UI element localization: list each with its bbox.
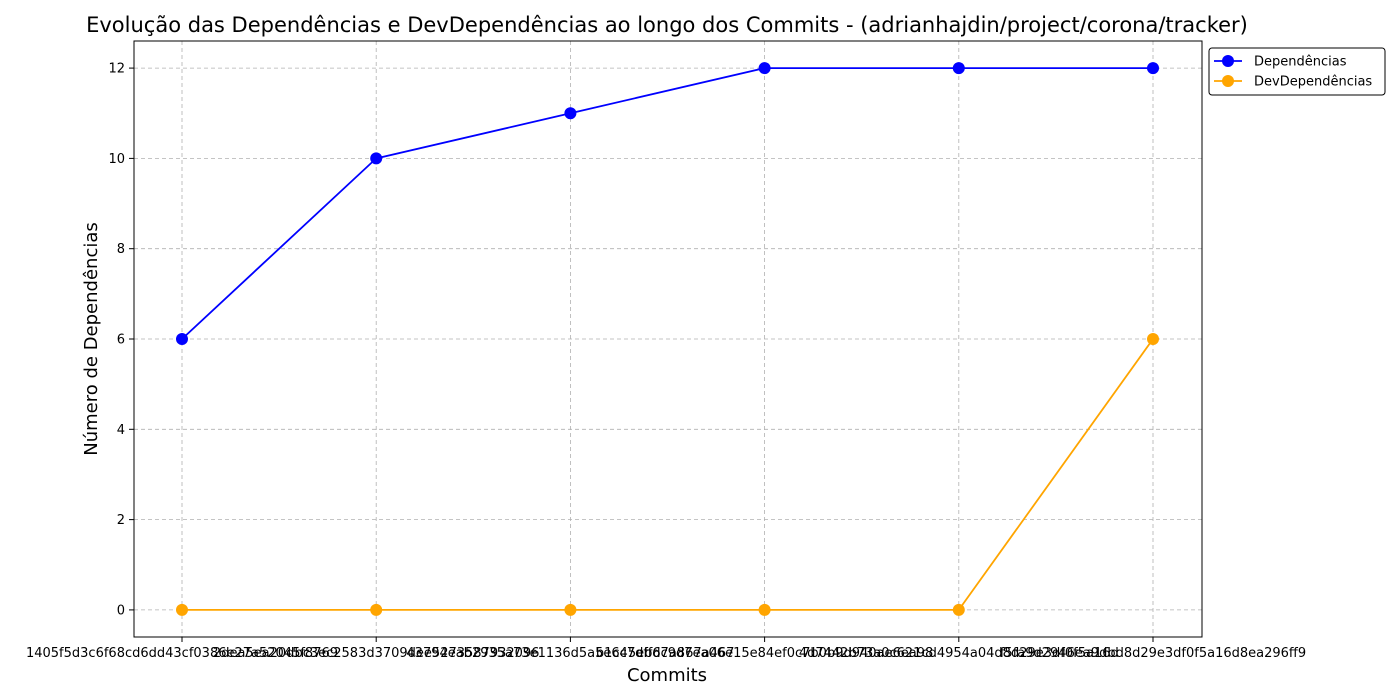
grid [134, 41, 1202, 637]
legend-marker-devdependencias [1222, 75, 1234, 87]
x-axis-label: Commits [627, 665, 707, 686]
x-tick-label: 43794eab2935a73e1136d5a5e6c7dffd7a867a46… [406, 646, 734, 661]
series-line-0 [181, 67, 1153, 340]
legend-label-devdependencias: DevDependências [1254, 75, 1372, 90]
y-tick-label: 0 [117, 603, 125, 618]
series-1-point [952, 603, 965, 616]
series-line-1 [182, 338, 1154, 611]
y-tick-label: 6 [117, 333, 125, 348]
series-1-point [564, 603, 577, 616]
legend-label-dependencias: Dependências [1254, 55, 1347, 70]
series-1-point [1147, 333, 1159, 345]
x-tick-label: 1405f5d3c6f68cd6dd43cf0386e27a52045f8769 [26, 646, 338, 661]
series-1-point [370, 603, 383, 616]
series-0-point [176, 333, 188, 345]
legend: Dependências DevDependências [1208, 47, 1386, 96]
legend-box [1208, 47, 1386, 96]
x-tick-label: 2dea5ea20dbc3ec2583d3709dee5273587932096 [213, 646, 540, 661]
y-axis-label: Número de Dependências [81, 222, 102, 456]
series-0-point [564, 107, 577, 120]
y-tick-label: 12 [108, 62, 125, 77]
series-0-point [952, 62, 965, 75]
legend-marker-dependencias [1222, 55, 1234, 67]
series-1-point [176, 603, 188, 616]
x-tick-label: b1c45eb6c9d7ea06e15e84ef0c7b0b9d940ae6ea… [596, 646, 933, 661]
x-tick-label: f5fa9d2946ea9dbd8d29e3df0f5a16d8ea296ff9 [1000, 646, 1306, 661]
series-0-point [1147, 62, 1159, 75]
series-1-point [758, 603, 771, 616]
chart-title: Evolução das Dependências e DevDependênc… [86, 13, 1248, 37]
y-axis-ticks: 0 2 4 6 8 10 12 [108, 62, 134, 618]
y-tick-label: 4 [117, 423, 125, 438]
x-axis-ticks: 1405f5d3c6f68cd6dd43cf0386e27a52045f8769… [26, 637, 1306, 661]
x-tick-label: 4d7442b73a0c621cd4954a04d8d29e3df0f5a16d [799, 646, 1119, 661]
y-tick-label: 2 [117, 513, 125, 528]
series-0-point [370, 152, 383, 165]
series-0-point [758, 62, 771, 75]
y-tick-label: 8 [117, 242, 125, 257]
series-layer [176, 62, 1159, 616]
y-tick-label: 10 [108, 152, 125, 167]
